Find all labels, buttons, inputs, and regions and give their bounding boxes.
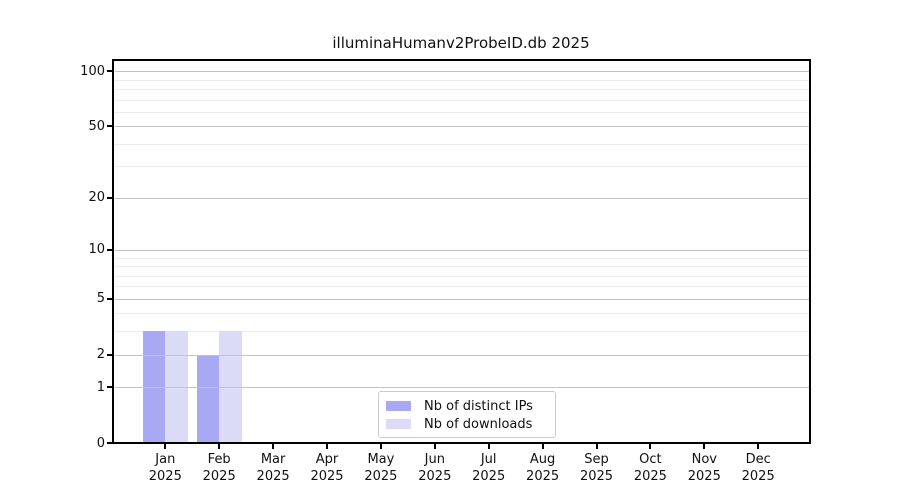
x-tick-label: Nov 2025: [687, 452, 721, 484]
y-axis-tick: [107, 353, 113, 356]
gridline-minor: [115, 257, 809, 259]
gridline-minor: [115, 143, 809, 145]
gridline-minor: [115, 166, 809, 168]
x-axis-tick: [595, 443, 598, 449]
legend-label-downloads: Nb of downloads: [424, 416, 533, 432]
x-tick-label: Feb 2025: [202, 452, 236, 484]
x-tick-label: May 2025: [364, 452, 398, 484]
x-tick-label: Jan 2025: [148, 452, 182, 484]
x-axis-tick: [757, 443, 760, 449]
x-axis-tick: [541, 443, 544, 449]
legend-swatch-distinct-ips: [386, 401, 411, 411]
gridline-minor: [115, 79, 809, 81]
gridline-major: [115, 71, 809, 73]
chart-title: illuminaHumanv2ProbeID.db 2025: [332, 34, 590, 52]
plot-area: [112, 59, 811, 444]
legend-swatch-downloads: [386, 419, 411, 429]
y-tick-label: 100: [80, 63, 105, 79]
x-axis-tick: [326, 443, 328, 449]
gridline-major: [115, 298, 809, 300]
gridline-minor: [115, 331, 809, 333]
gridline-minor: [115, 99, 809, 101]
x-tick-label: Aug 2025: [526, 452, 560, 484]
gridline-minor: [115, 275, 809, 277]
y-tick-label: 2: [96, 347, 105, 362]
x-axis-tick: [649, 443, 652, 449]
gridline-major: [115, 249, 809, 251]
x-axis-tick: [487, 443, 490, 449]
x-axis-tick: [272, 443, 275, 449]
gridline-minor: [115, 286, 809, 288]
gridline-minor: [115, 89, 809, 90]
legend-item-downloads: Nb of downloads: [386, 415, 547, 433]
y-tick-label: 1: [96, 379, 105, 395]
y-axis-tick: [107, 442, 113, 444]
x-tick-label: Mar 2025: [256, 452, 290, 484]
legend: Nb of distinct IPs Nb of downloads: [378, 391, 556, 438]
x-axis-tick: [218, 443, 221, 449]
x-tick-label: Oct 2025: [633, 452, 667, 484]
legend-label-distinct-ips: Nb of distinct IPs: [424, 398, 533, 414]
bar-downloads: [165, 331, 188, 442]
y-tick-label: 0: [96, 435, 105, 451]
gridline-minor: [115, 313, 809, 315]
y-axis-tick: [107, 125, 113, 128]
gridline-major: [115, 126, 809, 128]
y-axis-tick: [107, 297, 113, 300]
gridline-major: [115, 387, 809, 389]
x-tick-label: Jun 2025: [418, 452, 452, 484]
bar-downloads: [219, 331, 242, 442]
gridline-minor: [115, 266, 809, 267]
x-tick-label: Apr 2025: [310, 452, 344, 484]
y-tick-label: 20: [88, 190, 105, 206]
x-tick-label: Sep 2025: [579, 452, 614, 484]
y-tick-label: 10: [88, 242, 105, 258]
y-axis-tick: [107, 196, 113, 199]
gridline-minor: [115, 111, 809, 113]
x-axis-tick: [703, 443, 706, 449]
y-axis-tick: [107, 70, 113, 73]
y-axis-tick: [107, 386, 113, 389]
x-axis-tick: [379, 443, 382, 449]
y-tick-label: 5: [96, 291, 105, 307]
y-tick-label: 50: [88, 118, 105, 134]
bar-distinct-ips: [142, 331, 166, 442]
gridline-major: [115, 354, 809, 356]
gridline-major: [115, 197, 809, 199]
legend-item-distinct-ips: Nb of distinct IPs: [386, 397, 547, 415]
x-tick-label: Dec 2025: [741, 452, 775, 484]
bar-distinct-ips: [196, 354, 220, 442]
y-axis-tick: [107, 248, 113, 251]
x-tick-label: Jul 2025: [472, 452, 506, 484]
x-axis-tick: [164, 443, 167, 449]
x-axis-tick: [433, 443, 436, 449]
